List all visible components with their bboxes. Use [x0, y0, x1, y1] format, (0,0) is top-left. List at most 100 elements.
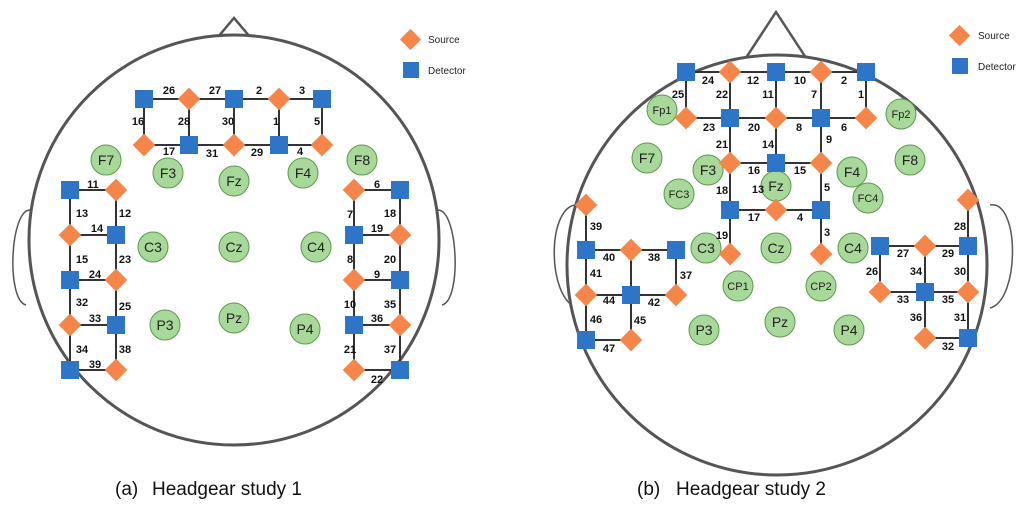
source-optode-a-27 — [388, 313, 412, 337]
electrode-b-c4-label: C4 — [844, 240, 862, 256]
source-optode-b-34 — [913, 326, 937, 350]
detector-optode-b-32 — [916, 283, 934, 301]
detector-optode-a-25 — [391, 271, 409, 289]
channel-label-a-24: 24 — [89, 269, 102, 281]
electrode-a-f3: F3 — [152, 157, 184, 189]
channel-label-b-42: 42 — [648, 297, 660, 309]
channel-label-b-5: 5 — [824, 182, 830, 194]
electrode-b-f7: F7 — [631, 142, 663, 174]
channel-label-b-22: 22 — [716, 89, 728, 101]
channel-label-a-25: 25 — [119, 301, 131, 313]
electrode-a-c3-marker — [137, 231, 169, 263]
electrode-a-f8-marker — [346, 144, 378, 176]
ear-left-a — [12, 209, 31, 306]
ear-right-a — [437, 209, 456, 306]
detector-optode-a-10 — [61, 181, 79, 199]
electrode-b-f4-marker — [836, 156, 868, 188]
detector-optode-b-15 — [812, 201, 830, 219]
legend-b-source-marker — [948, 24, 971, 47]
detector-optode-a-2 — [225, 90, 243, 108]
detector-optode-a-8 — [270, 136, 288, 154]
electrode-a-f8-label: F8 — [354, 152, 371, 168]
electrode-a-f7: F7 — [90, 144, 122, 176]
electrode-b-f4-label: F4 — [844, 164, 861, 180]
caption-b-prefix: (b) — [637, 479, 660, 500]
electrode-a-p3-label: P3 — [156, 317, 173, 333]
channel-label-b-28: 28 — [954, 221, 966, 233]
electrode-b-pz: Pz — [764, 306, 796, 338]
source-optode-a-24 — [342, 268, 366, 292]
electrode-b-fc3-marker — [663, 178, 695, 210]
detector-optode-a-0 — [135, 90, 153, 108]
channel-label-a-38: 38 — [119, 344, 131, 356]
electrode-a-c4-label: C4 — [307, 239, 325, 255]
electrode-b-f3-marker — [692, 154, 724, 186]
source-optode-b-22 — [574, 283, 598, 307]
channel-label-b-21: 21 — [716, 139, 728, 151]
electrode-a-cz-label: Cz — [225, 239, 242, 255]
electrode-b-p3: P3 — [688, 314, 720, 346]
channel-label-a-2: 2 — [256, 85, 262, 97]
electrode-b-f8-label: F8 — [902, 152, 919, 168]
electrode-b-c4: C4 — [837, 232, 869, 264]
channel-label-b-39: 39 — [590, 221, 602, 233]
source-optode-b-31 — [868, 280, 892, 304]
channel-label-a-19: 19 — [371, 223, 383, 235]
channel-label-a-31: 31 — [206, 148, 218, 160]
detector-optode-b-2 — [767, 63, 785, 81]
source-optode-a-19 — [104, 358, 128, 382]
channel-label-b-44: 44 — [603, 295, 616, 307]
source-optode-b-26 — [619, 328, 643, 352]
detector-optode-b-4 — [857, 63, 875, 81]
channel-label-a-20: 20 — [384, 254, 396, 266]
electrode-b-pz-marker — [764, 306, 796, 338]
detector-optode-b-11 — [767, 154, 785, 172]
channel-label-b-12: 12 — [747, 75, 759, 87]
channel-label-b-29: 29 — [942, 248, 954, 260]
source-optode-b-5 — [674, 106, 698, 130]
electrode-b-fc4-marker — [852, 182, 884, 214]
detector-optode-a-21 — [391, 181, 409, 199]
electrode-a-c4-marker — [300, 231, 332, 263]
electrode-a-f4-marker — [287, 157, 319, 189]
channel-label-b-23: 23 — [703, 122, 715, 134]
electrode-b-f3: F3 — [692, 154, 724, 186]
channel-label-b-8: 8 — [796, 122, 802, 134]
electrode-b-c4-marker — [837, 232, 869, 264]
electrode-b-fz-label: Fz — [768, 178, 784, 194]
channel-label-a-13: 13 — [76, 208, 88, 220]
detector-optode-b-6 — [721, 109, 739, 127]
channel-label-a-26: 26 — [163, 85, 175, 97]
channel-label-a-11: 11 — [87, 179, 99, 191]
source-optode-a-28 — [342, 358, 366, 382]
channel-label-b-31: 31 — [954, 312, 966, 324]
channel-label-a-3: 3 — [299, 85, 305, 97]
detector-optode-b-0 — [677, 63, 695, 81]
legend-b-detector-label: Detector — [978, 62, 1016, 73]
detector-optode-b-35 — [959, 329, 977, 347]
channel-label-a-30: 30 — [222, 116, 234, 128]
channel-label-b-25: 25 — [672, 89, 684, 101]
detector-optode-a-14 — [61, 271, 79, 289]
electrode-a-pz-label: Pz — [226, 310, 242, 326]
electrode-a-pz-marker — [218, 302, 250, 334]
channel-label-a-23: 23 — [119, 254, 131, 266]
channel-label-a-7: 7 — [347, 209, 353, 221]
legend-a: Source Detector — [399, 28, 466, 78]
electrode-a-f8: F8 — [346, 144, 378, 176]
electrode-b-f7-marker — [631, 142, 663, 174]
detector-optode-a-29 — [391, 361, 409, 379]
channel-label-a-22: 22 — [371, 374, 383, 386]
detector-optode-a-18 — [61, 361, 79, 379]
electrode-a-p3: P3 — [149, 309, 181, 341]
electrode-b-fp1-marker — [646, 94, 678, 126]
channel-label-a-16: 16 — [132, 116, 144, 128]
source-optode-b-33 — [956, 280, 980, 304]
channel-label-b-9: 9 — [826, 134, 832, 146]
source-optode-b-24 — [664, 283, 688, 307]
legend-b: Source Detector — [948, 24, 1016, 74]
channel-label-b-3: 3 — [824, 227, 830, 239]
electrode-a-f3-marker — [152, 157, 184, 189]
source-optode-b-7 — [764, 106, 788, 130]
head-outline-b — [565, 53, 989, 477]
